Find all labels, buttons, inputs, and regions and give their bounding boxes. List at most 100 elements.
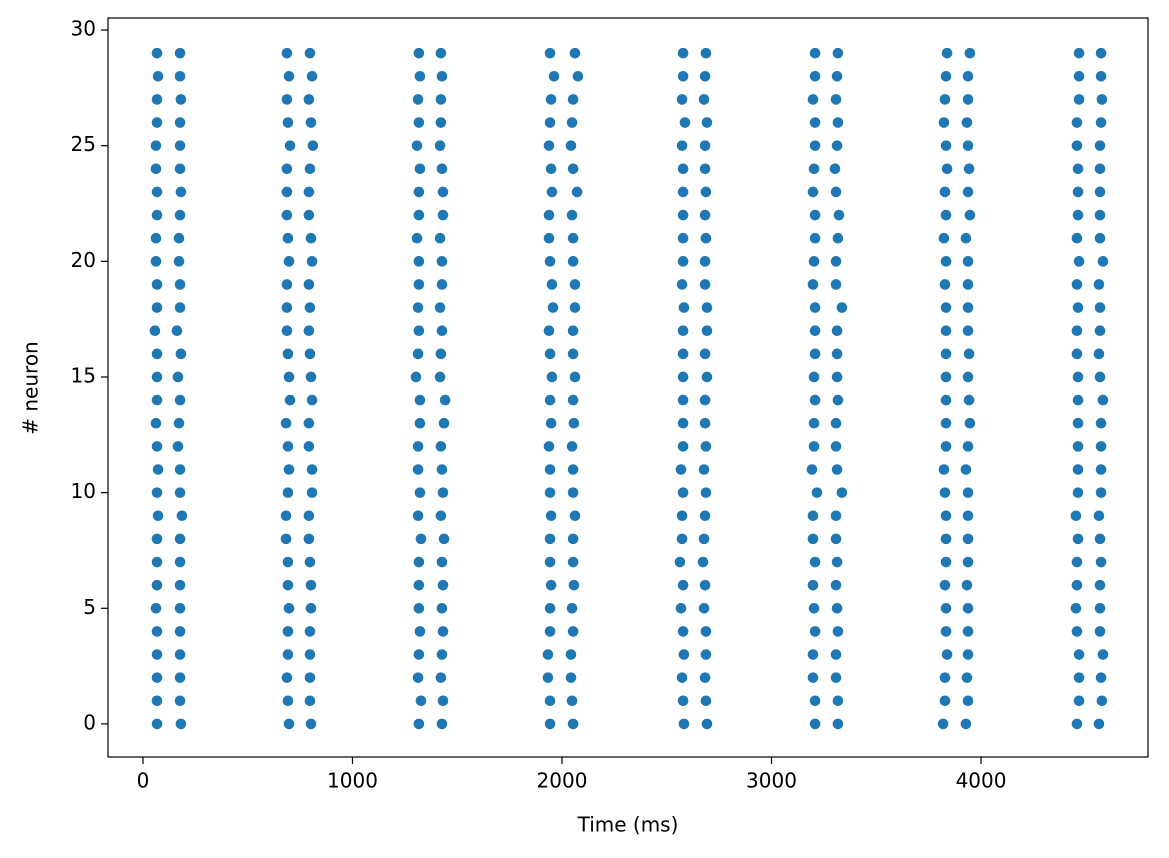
spike [700,186,712,198]
spike [436,718,448,730]
spike [303,186,315,198]
spike [962,441,974,452]
spike [435,117,447,128]
spike [436,279,448,290]
spike [565,672,577,683]
spike [280,533,292,545]
spike [545,510,557,522]
spike [676,672,688,683]
spike [151,556,163,568]
spike [283,371,295,383]
spike [546,186,558,198]
spike [306,487,318,498]
spike [174,533,186,545]
spike [151,672,163,683]
spike [173,232,185,244]
spike [283,718,295,730]
spike [566,117,578,128]
spike [567,533,579,545]
spike [1094,579,1106,591]
spike [567,556,579,568]
spike [1095,556,1107,568]
spike [962,533,974,545]
spike [1073,94,1085,105]
spike [1071,117,1083,128]
spike [546,371,558,383]
spike [566,695,578,707]
spike [412,348,424,360]
spike [283,256,295,267]
spike [282,487,294,498]
spike [940,602,952,614]
spike [173,256,185,267]
spike [699,672,711,683]
spike [281,47,293,59]
spike [567,94,579,105]
spike [413,209,425,221]
spike [303,209,315,221]
spike [808,371,820,383]
spike [960,718,972,730]
spike [939,279,951,290]
spike [807,94,819,105]
spike [544,487,556,498]
spike [1094,186,1106,198]
spike [437,626,449,637]
spike [175,718,187,730]
spike [809,140,821,151]
spike [1093,348,1105,360]
spike [809,556,821,568]
spike [567,163,579,175]
spike [700,695,712,707]
spike [808,163,820,175]
spike [699,394,711,406]
spike [414,487,426,498]
spike [303,94,315,105]
spike [151,441,163,452]
x-tick-label: 1000 [327,769,378,793]
spike [305,579,317,591]
spike [567,718,579,730]
spike [283,70,295,82]
spike [677,371,689,383]
spike [1095,487,1107,498]
spike [412,302,424,313]
spike [306,394,318,406]
spike [282,348,294,360]
spike [699,70,711,82]
spike [569,302,581,313]
spike [809,47,821,59]
spike [567,464,579,475]
spike [414,394,426,406]
spike [962,186,974,198]
spike [280,510,292,522]
spike [281,325,293,337]
spike [940,256,952,267]
spike [832,394,844,406]
spike [939,579,951,591]
spike [1072,209,1084,221]
spike [304,163,316,175]
spike [940,533,952,545]
plot-frame [107,17,1149,758]
spike [542,649,554,660]
spike [175,94,187,105]
spike [305,371,317,383]
spike [809,695,821,707]
spike [699,163,711,175]
spike [151,186,163,198]
spike [566,441,578,452]
spike [962,556,974,568]
spike [437,209,449,221]
spike [698,94,710,105]
spike [836,302,848,313]
spike [174,464,186,475]
spike [413,718,425,730]
spike [281,186,293,198]
spike [436,70,448,82]
spike [436,163,448,175]
spike [830,186,842,198]
spike [544,626,556,637]
spike [410,371,422,383]
spike [174,672,186,683]
